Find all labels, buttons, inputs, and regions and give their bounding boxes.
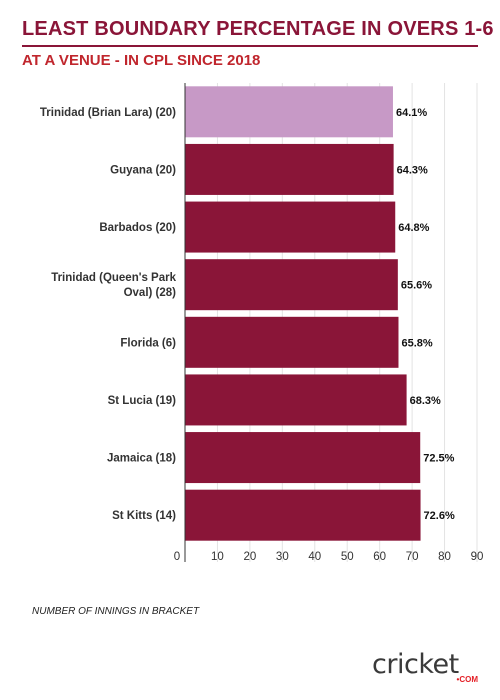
x-tick-label: 60 [373, 551, 386, 563]
category-label: Jamaica (18) [107, 453, 176, 465]
bar [185, 374, 407, 426]
bar-chart: 64.1% Trinidad (Brian Lara) (20) 64.3% Guya… [40, 83, 484, 563]
data-label: 72.6% [424, 510, 455, 522]
x-tick-label: 20 [243, 551, 256, 563]
category-label: Florida (6) [120, 337, 176, 349]
category-label: St Lucia (19) [108, 395, 177, 407]
data-label: 64.8% [398, 222, 429, 234]
x-tick-label: 80 [438, 551, 451, 563]
x-tick-label: 30 [276, 551, 289, 563]
bar [185, 86, 393, 138]
bar [185, 201, 396, 253]
bar [185, 259, 398, 311]
data-label: 64.3% [397, 164, 428, 176]
x-tick-label: 10 [211, 551, 224, 563]
category-label: Trinidad (Queen's Park [51, 272, 176, 284]
logo-wordmark: cricket [372, 649, 459, 680]
bar [185, 316, 399, 368]
data-label: 65.8% [401, 337, 432, 349]
x-tick-label: 0 [174, 551, 180, 563]
bar [185, 489, 421, 541]
chart-subtitle: AT A VENUE - IN CPL SINCE 2018 [22, 52, 261, 69]
category-label: St Kitts (14) [112, 510, 176, 522]
bar [185, 143, 394, 195]
footnote: NUMBER OF INNINGS IN BRACKET [32, 606, 200, 617]
x-tick-label: 40 [308, 551, 321, 563]
bar [185, 432, 421, 484]
data-label: 68.3% [410, 395, 441, 407]
category-label: Barbados (20) [99, 222, 176, 234]
cricket-com-logo: cricket •COM [372, 651, 482, 691]
category-label: Oval) (28) [124, 287, 177, 299]
title-divider [22, 45, 478, 47]
x-tick-label: 50 [341, 551, 354, 563]
x-tick-label: 70 [406, 551, 419, 563]
data-label: 72.5% [423, 453, 454, 465]
data-label: 64.1% [396, 107, 427, 119]
chart-title: LEAST BOUNDARY PERCENTAGE IN OVERS 1-6 [22, 18, 494, 40]
category-label: Guyana (20) [110, 164, 176, 176]
category-label: Trinidad (Brian Lara) (20) [40, 107, 176, 119]
x-tick-label: 90 [471, 551, 484, 563]
logo-sub: •COM [456, 675, 478, 684]
data-label: 65.6% [401, 280, 432, 292]
